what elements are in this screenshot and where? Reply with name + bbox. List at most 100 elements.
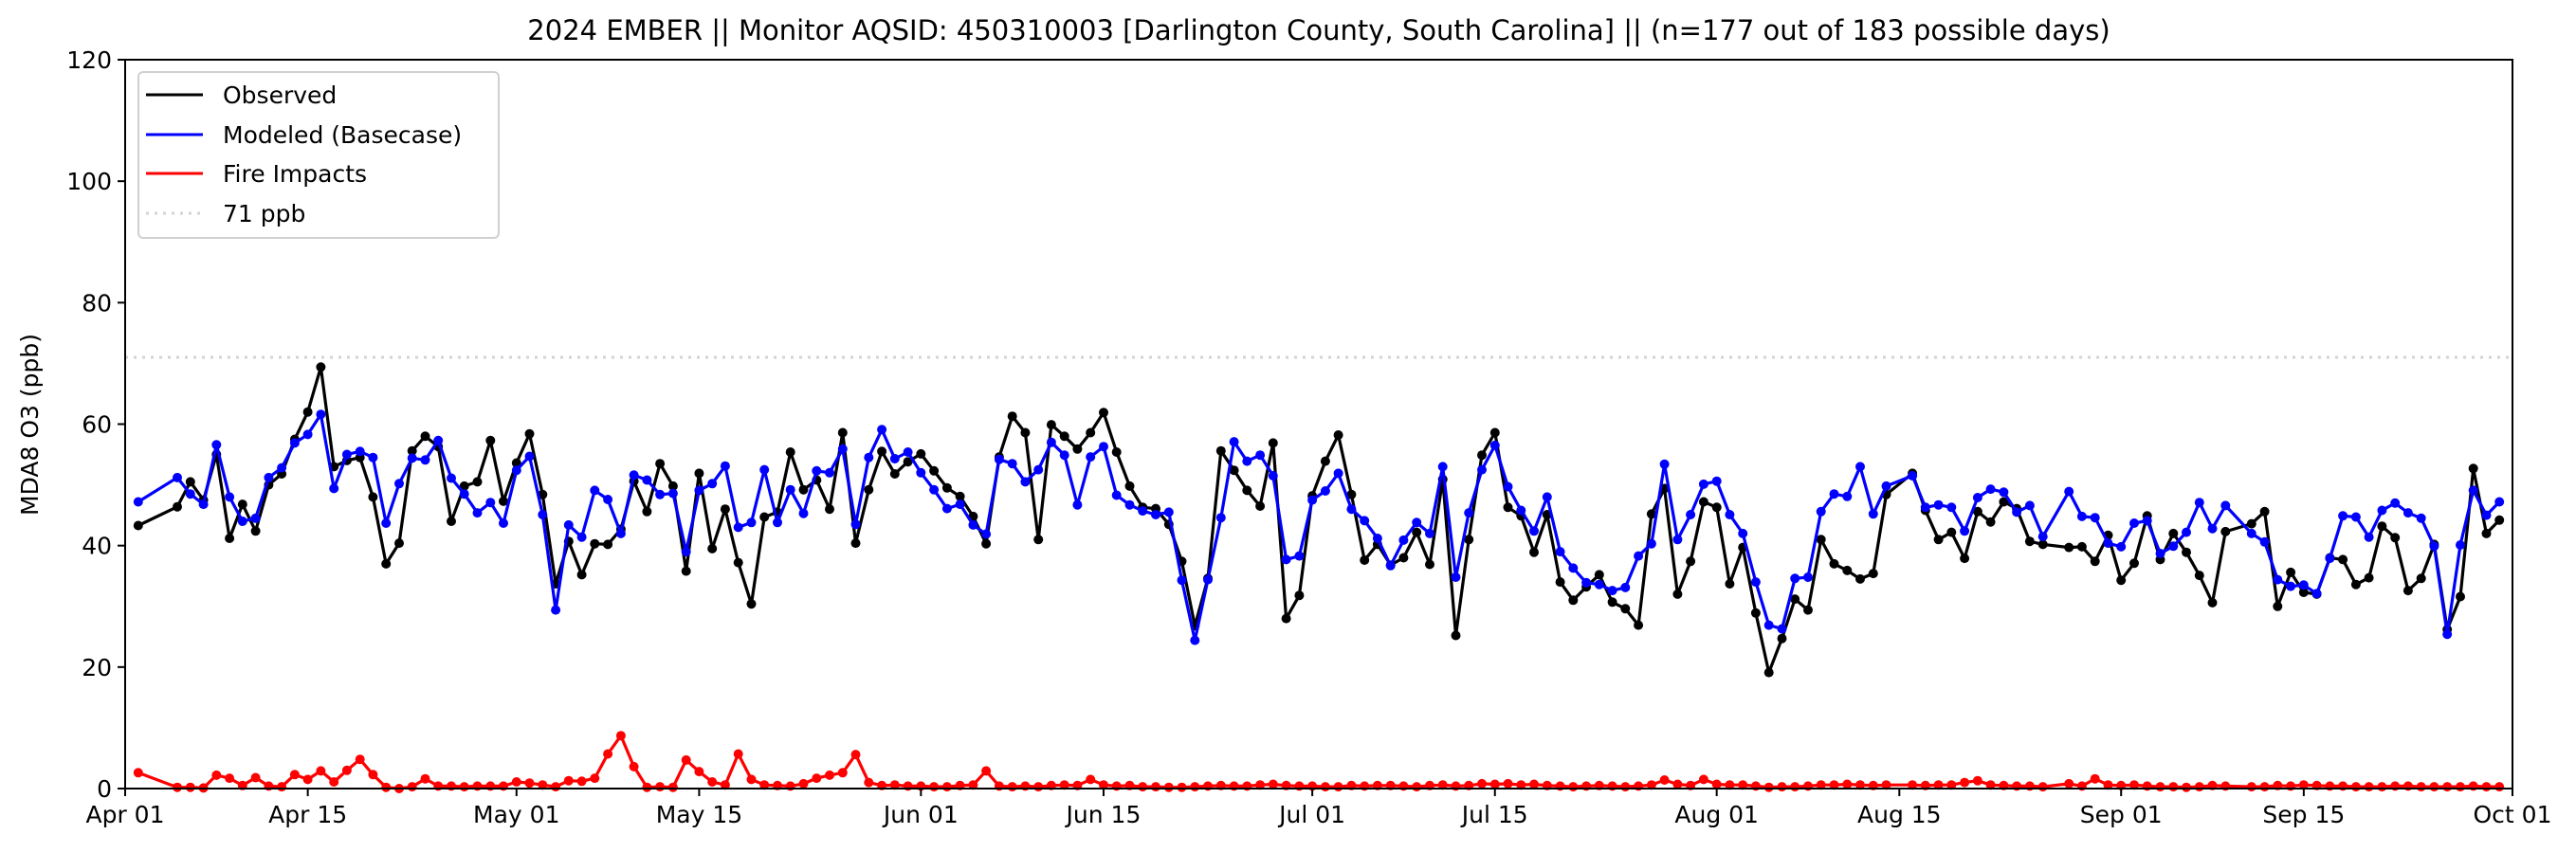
legend-reference-label: 71 ppb xyxy=(223,200,305,227)
data-point-observed xyxy=(1634,620,1644,630)
data-point-modeled xyxy=(2182,527,2191,537)
data-point-modeled xyxy=(1763,620,1774,630)
data-point-fire xyxy=(2064,778,2074,789)
y-tick-label: 20 xyxy=(82,654,112,681)
data-point-modeled xyxy=(2494,497,2505,507)
data-point-observed xyxy=(825,504,834,515)
y-tick-label: 60 xyxy=(82,411,112,439)
data-point-modeled xyxy=(1425,528,1434,538)
data-point-observed xyxy=(1086,427,1096,438)
data-point-fire xyxy=(590,773,600,784)
data-point-modeled xyxy=(289,438,300,448)
data-point-fire xyxy=(2194,782,2204,792)
data-point-modeled xyxy=(1607,586,1617,596)
data-point-fire xyxy=(289,770,300,780)
data-point-fire xyxy=(1725,780,1735,790)
data-point-observed xyxy=(1242,485,1252,496)
data-point-modeled xyxy=(2311,589,2322,599)
data-point-modeled xyxy=(1177,575,1187,586)
data-point-observed xyxy=(368,492,378,502)
data-point-modeled xyxy=(2012,507,2022,517)
data-point-modeled xyxy=(1529,526,1539,536)
data-point-observed xyxy=(681,566,691,576)
data-point-modeled xyxy=(2246,528,2256,538)
data-point-modeled xyxy=(472,508,483,518)
data-point-fire xyxy=(1412,782,1422,792)
data-point-fire xyxy=(2442,782,2453,792)
data-point-modeled xyxy=(785,484,795,495)
data-point-observed xyxy=(1790,594,1800,605)
data-point-observed xyxy=(759,512,770,522)
data-point-fire xyxy=(1908,780,1918,790)
data-point-observed xyxy=(1933,535,1944,545)
data-point-modeled xyxy=(1581,577,1592,588)
data-point-observed xyxy=(394,538,404,549)
data-point-modeled xyxy=(916,467,926,478)
data-point-observed xyxy=(864,484,874,495)
data-point-modeled xyxy=(746,517,757,528)
y-tick-label: 120 xyxy=(66,46,112,74)
data-point-modeled xyxy=(2364,532,2374,542)
data-point-modeled xyxy=(2350,512,2361,522)
data-point-fire xyxy=(1007,782,1017,792)
data-point-fire xyxy=(329,777,339,787)
data-point-observed xyxy=(1111,447,1122,457)
plot-frame xyxy=(124,59,2513,789)
data-point-observed xyxy=(133,520,143,531)
data-point-fire xyxy=(1711,779,1722,789)
data-point-modeled xyxy=(1203,574,1213,585)
data-point-observed xyxy=(407,445,417,456)
data-point-modeled xyxy=(1412,517,1422,528)
legend-modeled-label: Modeled (Basecase) xyxy=(223,121,462,149)
data-point-modeled xyxy=(1464,508,1474,518)
data-point-observed xyxy=(733,557,743,568)
data-point-fire xyxy=(2182,782,2191,792)
data-point-observed xyxy=(603,539,613,550)
data-point-observed xyxy=(1686,556,1696,567)
data-point-modeled xyxy=(837,444,848,454)
x-tick-label: Jun 01 xyxy=(882,801,959,828)
data-point-observed xyxy=(1412,527,1422,537)
data-point-fire xyxy=(629,761,639,771)
data-point-fire xyxy=(185,782,195,792)
data-point-observed xyxy=(2076,541,2087,552)
data-point-fire xyxy=(941,782,952,792)
data-point-observed xyxy=(746,599,757,609)
data-point-modeled xyxy=(2024,500,2035,511)
data-point-observed xyxy=(2377,521,2387,532)
data-point-fire xyxy=(1503,778,1513,789)
legend-box xyxy=(137,71,500,239)
data-point-fire xyxy=(2298,780,2309,790)
data-point-modeled xyxy=(1333,468,1343,479)
data-point-fire xyxy=(837,768,848,778)
data-point-modeled xyxy=(1086,452,1096,463)
data-point-modeled xyxy=(538,510,548,519)
data-point-observed xyxy=(2481,528,2492,538)
data-point-fire xyxy=(667,782,678,792)
data-point-fire xyxy=(681,754,691,765)
data-point-modeled xyxy=(420,455,430,465)
data-point-modeled xyxy=(2103,538,2113,549)
data-point-modeled xyxy=(2194,498,2204,508)
data-point-fire xyxy=(511,777,521,787)
data-point-observed xyxy=(1099,408,1108,418)
data-point-fire xyxy=(2377,782,2387,792)
data-point-modeled xyxy=(681,547,691,557)
data-point-fire xyxy=(1620,782,1631,792)
data-point-observed xyxy=(1750,608,1761,618)
data-point-observed xyxy=(694,468,704,479)
data-point-observed xyxy=(2090,556,2100,567)
data-point-fire xyxy=(355,754,365,765)
data-point-modeled xyxy=(812,465,822,476)
data-point-observed xyxy=(2350,579,2361,590)
legend-fire-label: Fire Impacts xyxy=(223,160,367,188)
data-point-observed xyxy=(420,431,430,442)
data-point-modeled xyxy=(1124,499,1135,510)
data-point-modeled xyxy=(2442,629,2453,640)
data-point-fire xyxy=(211,770,222,780)
data-point-modeled xyxy=(1111,490,1122,500)
data-point-observed xyxy=(889,469,900,479)
data-point-fire xyxy=(302,774,313,785)
data-point-modeled xyxy=(1281,554,1291,565)
data-point-modeled xyxy=(1346,504,1357,515)
